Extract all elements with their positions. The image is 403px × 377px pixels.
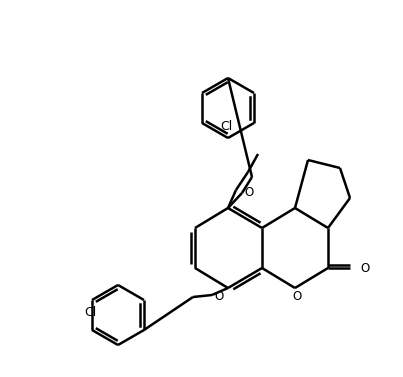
Text: Cl: Cl bbox=[84, 305, 96, 319]
Text: O: O bbox=[244, 187, 253, 199]
Text: O: O bbox=[360, 262, 369, 274]
Text: O: O bbox=[292, 290, 301, 302]
Text: O: O bbox=[214, 291, 223, 303]
Text: Cl: Cl bbox=[220, 120, 232, 132]
